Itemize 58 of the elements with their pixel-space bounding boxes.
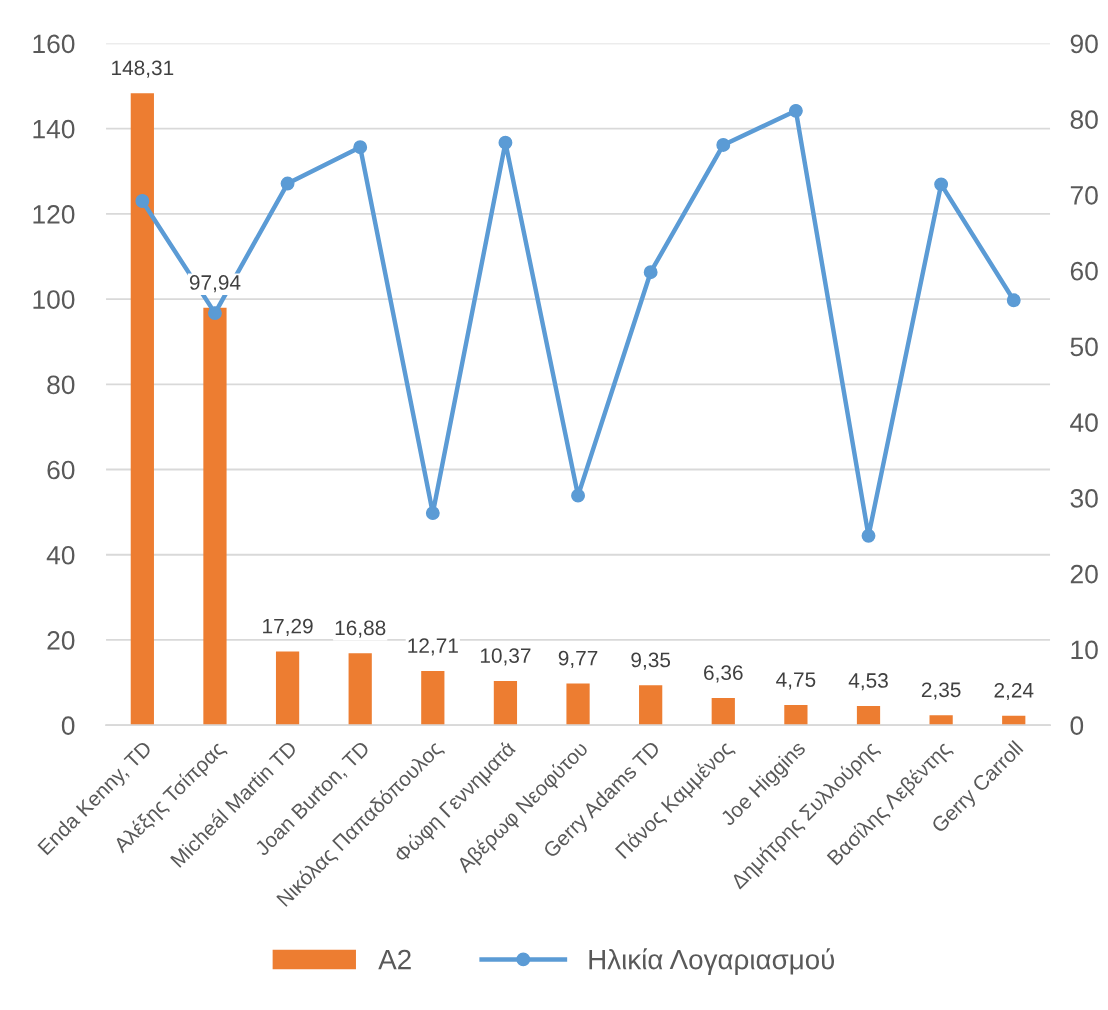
point [788,103,803,118]
data-label: 16,88 [335,620,386,638]
point [1006,293,1021,308]
y-tick-label: 120 [33,205,75,224]
y2-tick-label: 50 [1070,337,1098,357]
y-tick-label: 140 [33,119,75,139]
bar [275,651,300,726]
data-label: 12,71 [408,638,458,656]
bar [348,653,372,726]
bar [130,93,154,726]
y-tick-label: 80 [47,375,75,395]
data-label: 9,77 [558,650,598,668]
point [353,140,368,155]
data-label: 9,35 [631,652,671,670]
point [643,265,658,280]
y2-tick-label: 80 [1070,110,1098,129]
y-tick-label: 20 [47,631,75,650]
legend-label: A2 [378,949,411,970]
point [135,194,150,208]
y2-tick-label: 70 [1070,186,1098,205]
bar [784,704,808,726]
point [498,135,513,150]
bar [566,683,590,726]
y-tick-label: 60 [47,460,75,480]
data-label: 2,24 [994,682,1034,701]
y2-tick-label: 90 [1070,34,1098,54]
data-label: 97,94 [189,275,241,293]
bar [711,698,735,726]
y-tick-label: 40 [46,545,75,565]
point [716,137,731,152]
data-label: 2,35 [921,682,961,700]
data-label: 17,29 [263,618,313,636]
point [861,528,876,543]
point [425,506,440,521]
data-label: 148,31 [112,60,174,78]
y-tick-label: 100 [33,290,75,309]
y-tick-label: 0 [61,716,75,735]
bar [856,705,881,726]
bar [639,685,663,726]
bar [493,680,518,726]
data-label: 4,75 [776,672,816,690]
y2-tick-label: 40 [1070,413,1098,432]
y2-tick-label: 0 [1070,716,1084,735]
point [208,306,222,321]
y2-tick-label: 60 [1070,261,1098,281]
y2-tick-label: 20 [1070,564,1098,584]
data-label: 4,53 [848,673,888,691]
bar [203,307,227,726]
y2-tick-label: 10 [1071,640,1098,660]
point [571,488,585,503]
point [280,176,295,191]
point [934,177,949,192]
legend-label: Ηλικία Λογαριασμού [589,948,835,975]
y-tick-label: 160 [33,34,75,54]
data-label: 6,36 [704,665,743,683]
data-label: 10,37 [480,648,531,666]
y2-tick-label: 30 [1070,489,1098,508]
bar [421,671,445,726]
